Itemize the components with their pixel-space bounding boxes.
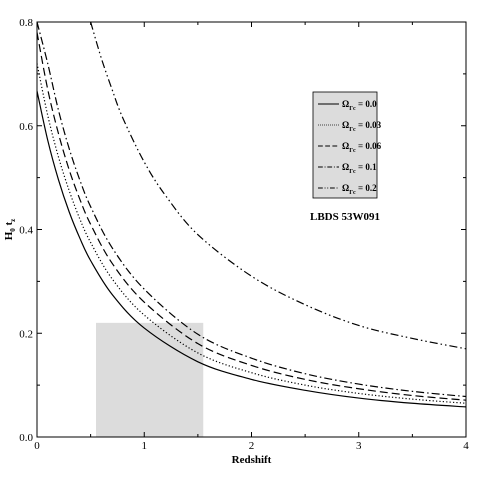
legend-label-3: ΩΓc = 0.1 (342, 162, 377, 175)
series-layer (37, 22, 466, 408)
y-axis-label: H0 tz (3, 219, 17, 241)
legend-label-1: ΩΓc = 0.03 (342, 120, 382, 133)
legend: ΩΓc = 0.0 ΩΓc = 0.03 ΩΓc = 0.06 ΩΓc = 0.1 ΩΓ… (310, 91, 382, 223)
series-line-0 (37, 90, 466, 408)
shaded-region (95, 322, 204, 437)
x-tick-label: 0 (34, 440, 40, 452)
legend-label-4: ΩΓc = 0.2 (342, 183, 377, 196)
y-tick-label: 0.6 (19, 121, 33, 133)
x-tick-label: 1 (142, 440, 148, 452)
tick-layer: 0 1 2 3 4 0.0 0.2 0.4 0.6 0.8 (19, 17, 469, 452)
legend-items: ΩΓc = 0.0 ΩΓc = 0.03 ΩΓc = 0.06 ΩΓc = 0.1 ΩΓ… (318, 99, 382, 196)
annotation-label: LBDS 53W091 (310, 211, 380, 223)
y-tick-label: 0.8 (19, 17, 33, 29)
x-tick-label: 4 (463, 440, 469, 452)
legend-label-2: ΩΓc = 0.06 (342, 141, 382, 154)
y-tick-label: 0.4 (19, 225, 33, 237)
x-axis-label: Redshift (232, 454, 272, 466)
series-line-2 (37, 32, 466, 401)
shaded-region-layer (95, 322, 204, 437)
y-tick-label: 0.0 (19, 432, 33, 444)
legend-label-0: ΩΓc = 0.0 (342, 99, 377, 112)
y-tick-label: 0.2 (19, 328, 33, 340)
series-line-3 (37, 22, 466, 398)
x-tick-label: 2 (249, 440, 255, 452)
legend-box (312, 91, 378, 199)
x-tick-label: 3 (356, 440, 362, 452)
series-line-1 (37, 63, 466, 404)
